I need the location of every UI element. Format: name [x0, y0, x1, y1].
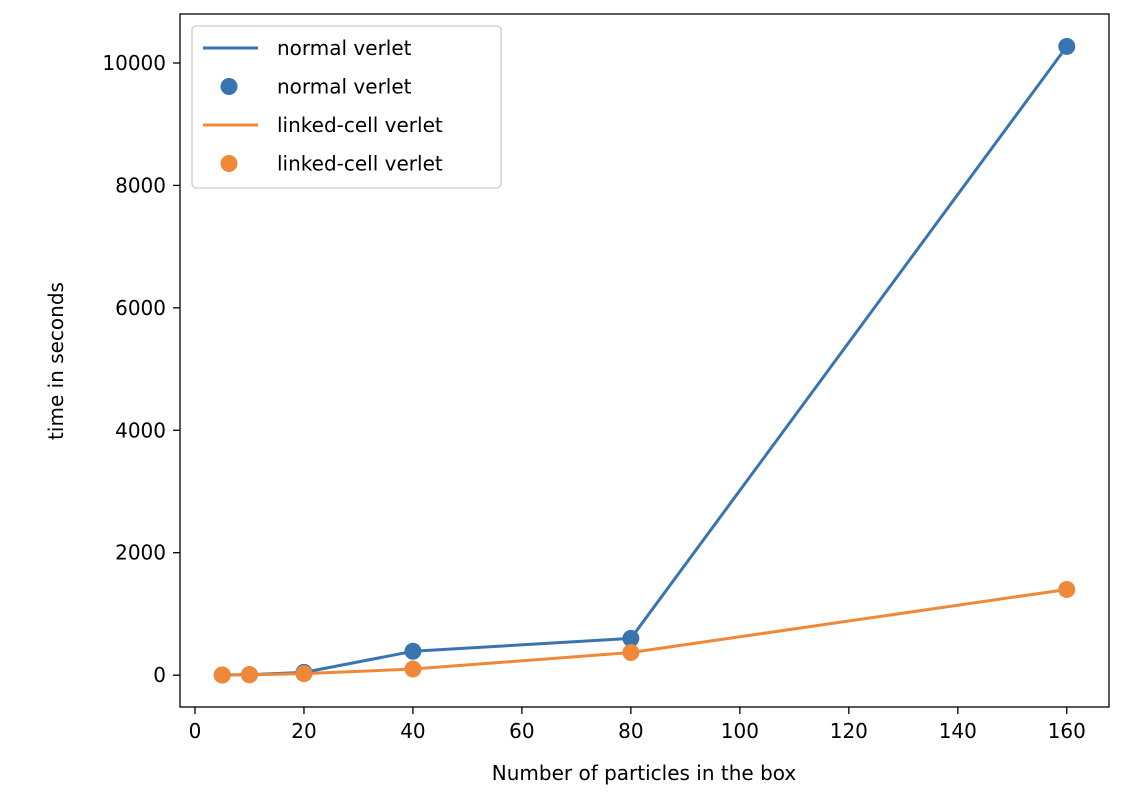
legend-box — [191, 25, 502, 189]
legend-label: normal verlet — [277, 36, 412, 60]
series-point-1 — [622, 629, 640, 647]
legend: normal verlet normal verlet linked-cell ve… — [191, 25, 502, 189]
y-axis: 0 2000 4000 6000 8000 10000 — [102, 51, 180, 687]
legend-label: normal verlet — [277, 75, 412, 99]
y-axis-label: time in seconds — [44, 282, 68, 440]
legend-label: linked-cell verlet — [277, 152, 443, 176]
y-tick-label: 4000 — [115, 418, 166, 442]
x-tick-label: 20 — [291, 719, 316, 743]
y-tick-label: 6000 — [115, 296, 166, 320]
x-tick-label: 140 — [939, 719, 977, 743]
x-tick-label: 80 — [618, 719, 643, 743]
series-point-1 — [404, 642, 422, 660]
series-point-3 — [404, 660, 422, 678]
y-tick-label: 8000 — [115, 173, 166, 197]
series-point-3 — [240, 666, 258, 684]
x-tick-label: 60 — [509, 719, 534, 743]
series-point-1 — [1058, 37, 1076, 55]
legend-label: linked-cell verlet — [277, 113, 443, 137]
y-tick-label: 2000 — [115, 541, 166, 565]
series-point-3 — [622, 644, 640, 662]
y-tick-label: 10000 — [102, 51, 166, 75]
x-axis-label: Number of particles in the box — [492, 761, 797, 785]
x-tick-label: 120 — [830, 719, 868, 743]
series-point-3 — [1058, 580, 1076, 598]
plot-frame — [179, 13, 1110, 708]
series-layer — [213, 37, 1076, 684]
legend-marker-swatch — [220, 155, 238, 172]
legend-marker-swatch — [220, 78, 238, 95]
y-tick-label: 0 — [153, 663, 166, 687]
series-point-3 — [213, 666, 231, 684]
x-axis: 0 20 40 60 80 100 120 140 160 — [189, 707, 1086, 743]
x-tick-label: 160 — [1048, 719, 1086, 743]
series-point-3 — [295, 665, 313, 683]
x-tick-label: 40 — [400, 719, 425, 743]
x-tick-label: 100 — [721, 719, 759, 743]
x-tick-label: 0 — [189, 719, 202, 743]
